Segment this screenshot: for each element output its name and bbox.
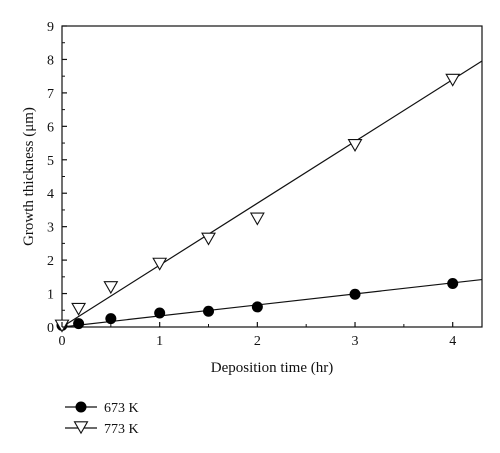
y-axis-label: Growth thickness (μm) [21,107,37,246]
y-tick-label: 0 [47,321,54,336]
data-point-773k [71,302,87,316]
x-tick-label: 3 [352,334,359,349]
plot-area: 0 1 2 3 4 0 1 2 3 4 5 6 7 8 9 [47,20,483,349]
y-tick-label: 9 [47,20,54,35]
legend-marker-open-triangle [73,421,89,435]
y-tick-label: 7 [47,87,54,102]
data-point-773k [103,281,119,295]
y-axis-ticks: 0 1 2 3 4 5 6 7 8 9 [47,20,67,336]
data-point-673k [105,313,117,325]
x-tick-label: 0 [59,334,66,349]
y-tick-label: 2 [47,254,54,269]
y-tick-label: 8 [47,53,54,68]
y-tick-label: 4 [47,187,54,202]
legend-item-773k: 773 K [65,421,139,437]
legend-marker-filled-circle [75,401,87,413]
fit-line-773k [61,60,483,328]
y-tick-label: 3 [47,221,54,236]
legend-label: 673 K [104,401,139,416]
data-point-673k [349,288,361,300]
data-point-673k [447,278,459,290]
x-axis-ticks: 0 1 2 3 4 [59,322,456,349]
data-point-673k [203,305,215,317]
data-point-773k [445,73,461,87]
fit-lines [61,60,483,328]
data-point-673k [154,307,166,319]
x-axis-label: Deposition time (hr) [211,360,333,376]
fit-line-673k [61,278,483,328]
x-tick-label: 4 [449,334,456,349]
data-point-773k [249,212,265,226]
markers [54,73,461,333]
legend: 673 K 773 K [65,401,139,437]
legend-label: 773 K [104,422,139,437]
plot-frame [61,25,483,328]
y-tick-label: 5 [47,154,54,169]
legend-item-673k: 673 K [65,401,139,416]
data-point-773k [201,232,216,246]
data-point-773k [152,257,168,271]
x-tick-label: 2 [254,334,261,349]
data-point-773k [347,138,363,153]
data-point-673k [251,301,263,313]
x-tick-label: 1 [156,334,163,349]
data-point-673k [73,318,85,330]
y-tick-label: 6 [47,120,54,135]
y-tick-label: 1 [47,288,54,303]
